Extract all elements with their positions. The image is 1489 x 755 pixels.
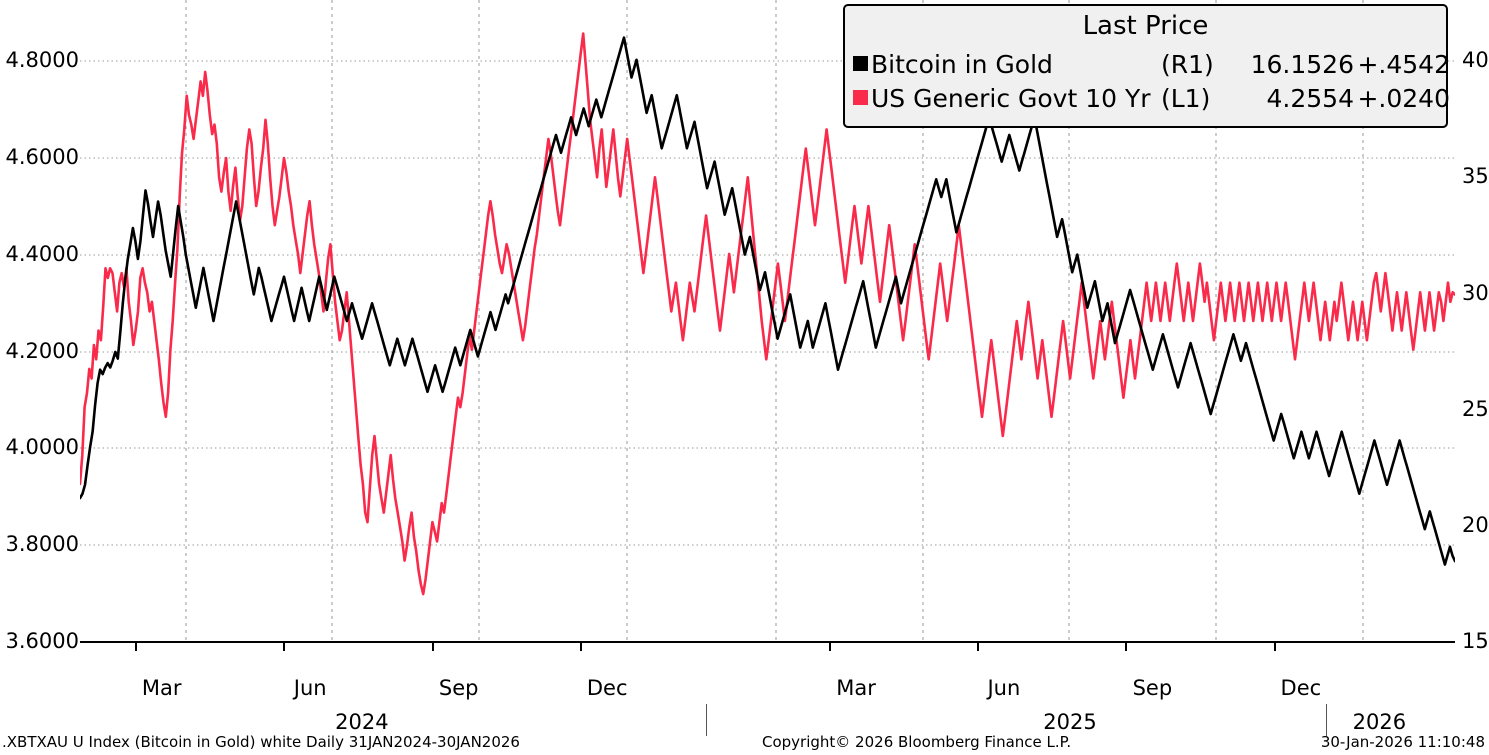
right-axis-tick-label: 15 (1462, 629, 1489, 653)
legend-title: Last Price (1082, 11, 1209, 41)
x-axis-tick-label: Sep (438, 676, 479, 700)
legend-axis-bitcoin-in-gold: (R1) (1161, 50, 1214, 79)
legend-label-us-generic-govt-10-yr: US Generic Govt 10 Yr (871, 84, 1151, 113)
x-axis-tick-label: Mar (141, 676, 182, 700)
right-axis-tick-label: 20 (1462, 513, 1489, 537)
series-line-us-generic-govt-10-yr (80, 32, 1455, 596)
legend-change-bitcoin-in-gold: +.4542 (1357, 50, 1450, 79)
legend-axis-us-generic-govt-10-yr: (L1) (1161, 84, 1211, 113)
x-axis-year-label: 2024 (335, 710, 389, 734)
left-axis-tick-label: 3.8000 (5, 532, 79, 556)
left-axis-tick-label: 4.8000 (5, 48, 79, 72)
left-axis-tick-label: 3.6000 (5, 629, 79, 653)
x-axis-year-separator (705, 704, 707, 736)
footer-timestamp: 30-Jan-2026 11:10:48 (1320, 733, 1485, 751)
left-axis-tick-label: 4.2000 (5, 339, 79, 363)
x-axis-year-separator (1325, 704, 1327, 736)
legend-value-us-generic-govt-10-yr: 4.2554 (1266, 84, 1354, 113)
legend-value-bitcoin-in-gold: 16.1526 (1250, 50, 1354, 79)
legend-swatch-bitcoin-in-gold (853, 56, 868, 71)
x-axis-tick-label: Dec (586, 676, 628, 700)
series-line-bitcoin-in-gold (80, 36, 1455, 566)
x-axis-year-label: 2025 (1043, 710, 1097, 734)
right-axis-tick-label: 35 (1462, 164, 1489, 188)
legend-change-us-generic-govt-10-yr: +.0240 (1357, 84, 1450, 113)
legend-box[interactable]: Last Price Bitcoin in Gold (R1) 16.1526 +.4… (843, 4, 1450, 128)
footer-security-description: .XBTXAU U Index (Bitcoin in Gold) white … (2, 733, 520, 751)
left-axis-tick-label: 4.4000 (5, 242, 79, 266)
x-axis-tick-label: Dec (1280, 676, 1322, 700)
legend-row-us-generic-govt-10-yr[interactable]: US Generic Govt 10 Yr (L1) 4.2554 +.0240 (853, 84, 1450, 115)
x-axis-tick-label: Mar (836, 676, 876, 700)
left-axis-tick-label: 4.6000 (5, 145, 79, 169)
footer-copyright: Copyright© 2026 Bloomberg Finance L.P. (762, 733, 1072, 751)
legend-label-bitcoin-in-gold: Bitcoin in Gold (871, 50, 1053, 79)
left-axis-tick-label: 4.0000 (5, 435, 79, 459)
x-axis-tick-label: Jun (293, 676, 327, 700)
x-axis-tick-label: Jun (987, 676, 1021, 700)
right-axis-tick-label: 40 (1462, 48, 1489, 72)
legend-row-bitcoin-in-gold[interactable]: Bitcoin in Gold (R1) 16.1526 +.4542 (853, 50, 1450, 81)
x-axis-year-label: 2026 (1352, 710, 1407, 734)
legend-swatch-us-generic-govt-10-yr (853, 90, 868, 105)
x-axis-tick-label: Sep (1132, 676, 1173, 700)
right-axis-tick-label: 25 (1462, 397, 1489, 421)
right-axis-tick-label: 30 (1462, 281, 1489, 305)
